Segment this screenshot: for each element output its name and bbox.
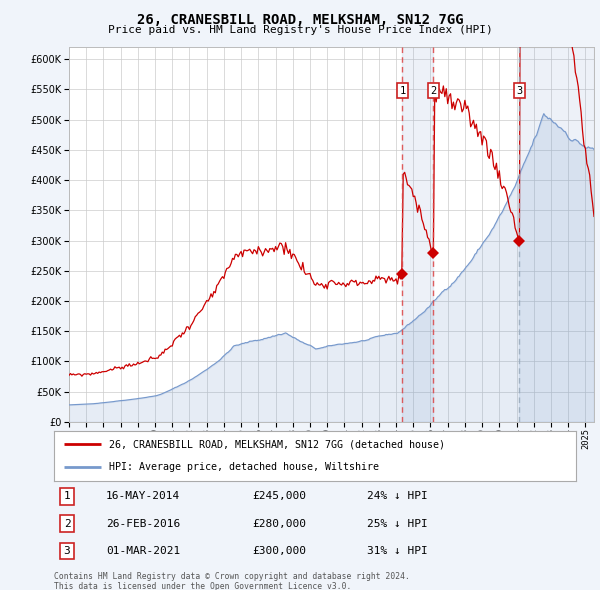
Text: 26, CRANESBILL ROAD, MELKSHAM, SN12 7GG: 26, CRANESBILL ROAD, MELKSHAM, SN12 7GG [137,13,463,27]
Text: 1: 1 [399,86,406,96]
Text: 2: 2 [64,519,70,529]
Text: This data is licensed under the Open Government Licence v3.0.: This data is licensed under the Open Gov… [54,582,352,590]
Text: Price paid vs. HM Land Registry's House Price Index (HPI): Price paid vs. HM Land Registry's House … [107,25,493,35]
Bar [520,47,594,422]
Text: 01-MAR-2021: 01-MAR-2021 [106,546,181,556]
Text: 26-FEB-2016: 26-FEB-2016 [106,519,181,529]
Text: 31% ↓ HPI: 31% ↓ HPI [367,546,428,556]
Text: HPI: Average price, detached house, Wiltshire: HPI: Average price, detached house, Wilt… [109,463,379,473]
Text: 3: 3 [517,86,523,96]
Bar [403,47,433,422]
Text: 3: 3 [64,546,70,556]
Text: £300,000: £300,000 [253,546,307,556]
Text: 1: 1 [64,491,70,502]
Text: 24% ↓ HPI: 24% ↓ HPI [367,491,428,502]
Text: 2: 2 [430,86,436,96]
Text: £245,000: £245,000 [253,491,307,502]
Text: 16-MAY-2014: 16-MAY-2014 [106,491,181,502]
Text: 25% ↓ HPI: 25% ↓ HPI [367,519,428,529]
Text: £280,000: £280,000 [253,519,307,529]
Text: 26, CRANESBILL ROAD, MELKSHAM, SN12 7GG (detached house): 26, CRANESBILL ROAD, MELKSHAM, SN12 7GG … [109,439,445,449]
Text: Contains HM Land Registry data © Crown copyright and database right 2024.: Contains HM Land Registry data © Crown c… [54,572,410,581]
